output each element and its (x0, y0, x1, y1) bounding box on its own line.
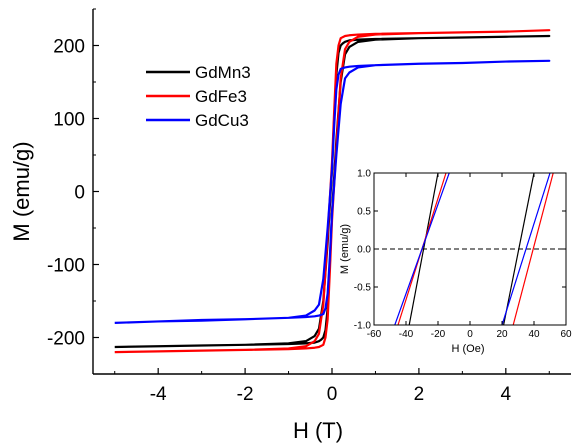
y-tick-label: -100 (47, 256, 85, 277)
series-line-gdcu3 (114, 59, 551, 324)
inset-x-axis-title: H (Oe) (452, 343, 485, 355)
main-series-group (114, 29, 551, 354)
inset-y-axis-title: M (emu/g) (339, 224, 351, 274)
inset-x-tick-label: 20 (496, 329, 508, 340)
inset-y-tick-label: -0.5 (354, 283, 372, 294)
legend-label-gdfe3: GdFe3 (195, 87, 247, 106)
inset-y-tick-label: 1.0 (357, 169, 371, 180)
inset-y-tick-label: -1.0 (354, 321, 372, 332)
inset-line-gdfe3 (512, 173, 554, 325)
inset-x-tick-label: 40 (528, 329, 540, 340)
y-tick-label: 100 (53, 110, 85, 131)
inset-x-tick-label: -40 (399, 329, 414, 340)
inset-y-tick-label: 0.0 (357, 245, 371, 256)
inset-line-gdmn3 (503, 173, 535, 325)
inset-line-gdmn3 (408, 173, 439, 325)
y-tick-label: -200 (47, 329, 85, 350)
inset-x-tick-label: 0 (467, 329, 473, 340)
series-line-gdfe3 (114, 29, 551, 354)
inset-plot: -60 -40 -20 0 20 40 60 -1.0 -0.5 0.0 0.5 1.0 H (Oe) M… (339, 169, 572, 356)
y-tick-label: 0 (74, 183, 85, 204)
legend-label-gdcu3: GdCu3 (195, 111, 249, 130)
x-axis-title: H (T) (293, 418, 343, 443)
inset-line-gdcu3 (394, 173, 450, 325)
inset-y-tick-label: 0.5 (357, 207, 371, 218)
inset-x-tick-label: 60 (560, 329, 572, 340)
x-tick-label: 0 (327, 384, 338, 405)
x-tick-label: -2 (237, 384, 254, 405)
inset-series-group (394, 173, 554, 325)
y-axis-title: M (emu/g) (9, 141, 34, 241)
y-tick-label: 200 (53, 37, 85, 58)
legend-label-gdmn3: GdMn3 (195, 63, 251, 82)
x-tick-label: 2 (414, 384, 425, 405)
inset-x-tick-label: -60 (367, 329, 382, 340)
x-tick-label: -4 (150, 384, 167, 405)
inset-line-gdcu3 (501, 173, 551, 325)
legend: GdMn3 GdFe3 GdCu3 (146, 63, 251, 130)
x-tick-label: 4 (501, 384, 512, 405)
inset-x-tick-label: -20 (431, 329, 446, 340)
